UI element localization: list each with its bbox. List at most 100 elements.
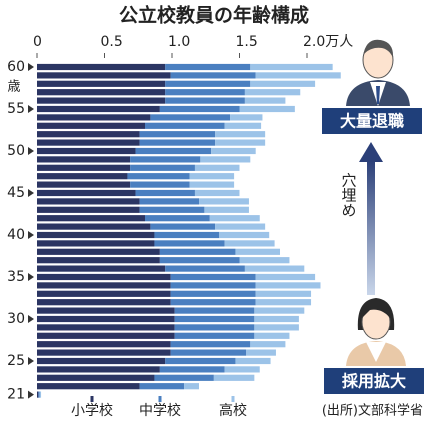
bar-segment	[199, 198, 249, 205]
y-tick-label: 35	[7, 269, 25, 285]
bar-segment	[165, 97, 245, 104]
tick-marker	[28, 273, 34, 281]
bar-segment	[37, 357, 166, 365]
bar-segment	[135, 189, 195, 197]
bar-segment	[204, 206, 249, 213]
bar-segment	[215, 131, 266, 138]
bar-segment	[254, 315, 299, 323]
bar-segment	[37, 173, 128, 180]
tick-marker	[28, 105, 34, 113]
bar-segment	[213, 374, 255, 381]
tick-marker	[28, 63, 34, 71]
bar-segment	[154, 374, 214, 381]
bar-segment	[250, 341, 286, 348]
x-tick-label: 1.0	[168, 34, 190, 50]
arrow-label: 穴埋め	[340, 173, 358, 218]
bar-segment	[165, 357, 236, 365]
bar-segment	[37, 374, 155, 381]
bar-segment	[150, 114, 231, 121]
bar-segment	[130, 181, 190, 188]
tick-marker	[28, 231, 34, 239]
bar-segment	[37, 391, 39, 398]
bar-segment	[254, 324, 299, 331]
bar-segment	[135, 147, 212, 155]
bar-segment	[38, 391, 40, 398]
source: (出所)文部科学省	[322, 403, 423, 419]
bar-segment	[250, 80, 316, 87]
bar-segment	[239, 105, 295, 113]
bar-segment	[165, 63, 251, 71]
tick-marker	[28, 390, 34, 399]
bar-segment	[159, 366, 225, 373]
bar-segment	[244, 89, 301, 96]
bar-segment	[189, 173, 235, 180]
bar-segment	[224, 366, 260, 373]
bar-segment	[37, 189, 136, 197]
bar-segment	[37, 72, 171, 79]
badge-label: 大量退職	[340, 112, 404, 131]
bar-segment	[170, 273, 256, 281]
y-tick-label: 50	[7, 143, 25, 159]
bar-segment	[224, 240, 275, 247]
bar-segment	[174, 324, 255, 331]
bar-segment	[139, 131, 216, 138]
bar-segment	[37, 89, 166, 96]
bar-segment	[37, 63, 166, 71]
bar-segment	[139, 383, 185, 390]
bar-segment	[37, 164, 131, 171]
bar-segment	[170, 72, 256, 79]
bar-segment	[170, 290, 256, 297]
bar-segment	[154, 240, 225, 247]
bar-segment	[37, 198, 140, 205]
bar-segment	[37, 273, 171, 281]
bar-segment	[37, 206, 140, 213]
bar-segment	[189, 181, 235, 188]
bar-segment	[215, 223, 266, 230]
bar-segment	[255, 273, 316, 281]
arrow	[359, 142, 383, 295]
bar-segment	[37, 290, 171, 297]
bar-segment	[139, 198, 199, 205]
bar-segment	[255, 72, 341, 79]
bar-segment	[255, 282, 321, 289]
badge	[322, 108, 422, 134]
x-tick-label: 0.5	[101, 34, 123, 50]
y-tick-label: 60	[7, 59, 25, 75]
bar-segment	[174, 315, 255, 323]
bar-segment	[37, 223, 151, 230]
bar-segment	[37, 315, 175, 323]
x-tick-label: 0	[33, 34, 42, 50]
x-tick-label: 1.5	[236, 34, 258, 50]
y-tick-label: 55	[7, 101, 25, 117]
bar-segment	[255, 299, 312, 306]
bar-segment	[37, 80, 166, 87]
bar-segment	[37, 248, 160, 255]
bar-segment	[130, 156, 201, 163]
bar-segment	[174, 307, 255, 314]
bar-segment	[37, 147, 136, 155]
bar-segment	[37, 215, 145, 222]
bar-segment	[159, 257, 240, 264]
bar-segment	[139, 206, 205, 213]
bar-segment	[37, 114, 151, 121]
bar-segment	[170, 349, 247, 356]
bar-segment	[37, 257, 160, 264]
bar-segment	[219, 231, 270, 239]
bar-segment	[37, 366, 160, 373]
bar-segment	[37, 131, 140, 138]
bar-segment	[235, 357, 271, 365]
bar-segment	[37, 97, 166, 104]
bar-segment	[254, 307, 305, 314]
bar-segment	[244, 265, 305, 272]
bar-segment	[246, 349, 276, 356]
bar-segment	[159, 248, 236, 255]
bar-segment	[150, 223, 216, 230]
bar-segment	[37, 156, 131, 163]
bar-segment	[239, 257, 290, 264]
bar-segment	[39, 391, 42, 398]
bar-segment	[37, 282, 171, 289]
tick-marker	[28, 315, 34, 323]
bar-segment	[154, 231, 220, 239]
legend-label: 中学校	[139, 402, 181, 419]
